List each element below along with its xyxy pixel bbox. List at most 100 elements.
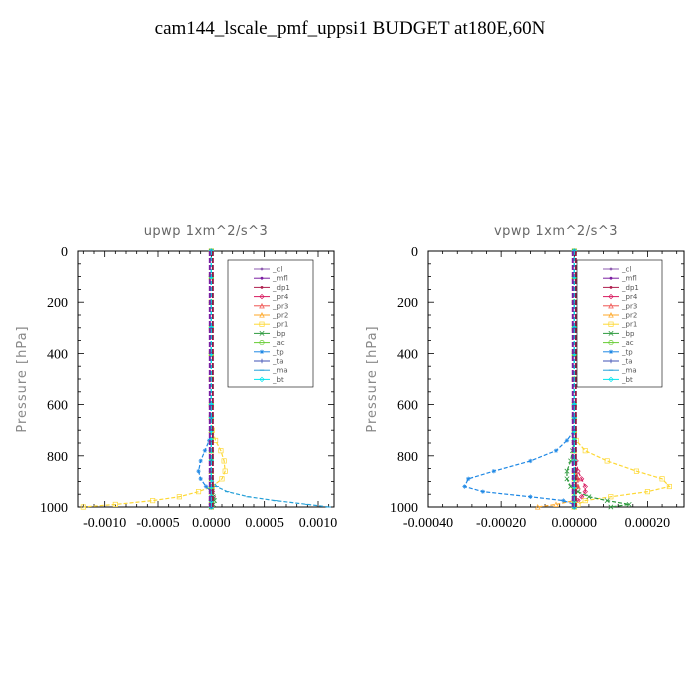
legend-label-ma: _ma [621,367,637,375]
x-tick-label: -0.00020 [476,516,526,531]
legend-marker-pr1 [259,321,265,327]
legend-marker-pr4 [608,293,614,300]
legend-label-pr3: _pr3 [272,302,288,310]
legend-label-mfl: _mfl [621,275,637,283]
data-point-pr1 [582,498,588,504]
data-point-bp [586,494,592,500]
data-point-pr4 [578,494,585,500]
data-point-pr2 [553,501,559,507]
x-tick-label: 0.0000 [192,516,231,531]
legend-label-pr2: _pr2 [621,312,637,320]
legend-label-mfl: _mfl [272,275,288,283]
legend-marker-mfl [609,276,613,280]
legend-box [576,259,663,388]
legend: _cl_mfl_dp1_pr4_pr3_pr2_pr1_bp_ac_tp_ta_… [576,259,663,388]
legend-label-ac: _ac [272,339,285,347]
data-point-pr4 [582,483,588,490]
legend-label-pr4: _pr4 [621,293,638,301]
legend-marker-tp [259,349,265,354]
x-tick-label: 0.0010 [299,516,338,531]
data-point-pr2 [534,504,541,510]
data-point-bt [208,248,215,254]
data-point-bt [208,401,215,408]
legend-marker-pr3 [259,302,265,309]
y-tick-label: 400 [397,347,418,362]
y-tick-label: 200 [47,296,68,311]
legend-marker-ta [608,358,614,364]
data-point-tp [202,448,208,453]
data-point-tp [491,468,497,474]
y-axis-label: Pressure [hPa] [365,325,380,432]
legend-marker-pr3 [608,302,614,309]
data-point-tp [198,458,203,464]
page-title: cam144_lscale_pmf_uppsi1 BUDGET at180E,6… [154,18,546,39]
series-line-tp [463,251,575,507]
legend-marker-dp1 [609,286,613,289]
legend-label-pr1: _pr1 [621,321,637,329]
legend-label-tp: _tp [621,348,633,356]
legend-marker-bp [259,330,265,336]
legend-label-dp1: _dp1 [272,284,290,292]
legend-marker-pr1 [608,321,614,327]
legend-marker-tp [608,349,614,354]
legend-label-ta: _ta [272,358,284,366]
data-point-pr4 [582,488,588,495]
legend-label-ac: _ac [621,339,634,347]
data-point-pr1 [195,489,202,495]
chart-title: vpwp 1xm^2/s^3 [494,224,618,239]
y-tick-label: 1000 [390,501,418,516]
legend-label-bp: _bp [621,330,635,338]
legend-marker-pr4 [259,293,265,300]
legend-label-tp: _tp [272,348,284,356]
data-point-tp [462,484,467,489]
data-point-pr1 [112,501,118,507]
y-tick-label: 400 [47,347,68,362]
legend-label-ta: _ta [621,358,633,366]
data-point-bt [208,437,215,444]
legend-label-ma: _ma [272,367,288,375]
x-tick-label: 0.00020 [625,516,671,531]
legend-marker-bt [259,376,265,383]
y-tick-label: 1000 [40,501,68,516]
legend-marker-ta [259,358,265,364]
legend-box [227,259,314,388]
legend-label-pr1: _pr1 [272,321,288,329]
data-point-bt [571,437,577,444]
data-point-bp [604,498,610,504]
data-point-pr1 [222,468,228,474]
data-point-pr1 [644,489,650,495]
legend-marker-ac [608,340,614,346]
legend-label-pr4: _pr4 [272,293,289,301]
data-point-tp [528,458,533,464]
legend-marker-cl [260,267,264,271]
x-tick-label: -0.0005 [136,516,179,531]
series-line-pr2 [537,251,575,508]
y-axis-label: Pressure [hPa] [15,325,30,432]
data-point-bt [571,248,577,254]
series-group [462,248,672,510]
data-point-pr1 [221,458,227,464]
legend-label-cl: _cl [272,266,282,274]
chart-title: upwp 1xm^2/s^3 [144,224,269,239]
data-point-tp [466,476,471,482]
legend-marker-mfl [260,276,264,280]
legend-marker-dp1 [260,286,264,289]
data-point-pr1 [604,458,610,464]
y-tick-label: 800 [47,450,68,465]
data-point-bt [208,458,215,464]
legend-label-cl: _cl [621,266,631,274]
data-point-pr1 [666,483,672,490]
y-tick-label: 600 [397,399,418,414]
y-tick-label: 0 [61,245,68,260]
data-point-tp [564,438,570,443]
y-tick-label: 800 [397,450,418,465]
data-point-pr4 [578,476,585,482]
data-point-pr1 [633,468,640,474]
legend-marker-bt [608,376,614,383]
data-point-tp [528,494,533,499]
legend-label-bp: _bp [272,330,286,338]
data-point-pr1 [219,476,225,482]
data-point-pr1 [608,494,614,500]
data-point-bp [564,468,570,474]
chart-panel-2: vpwp 1xm^2/s^3 Pressure [hPa] 0 200 400 600 80… [365,224,685,531]
